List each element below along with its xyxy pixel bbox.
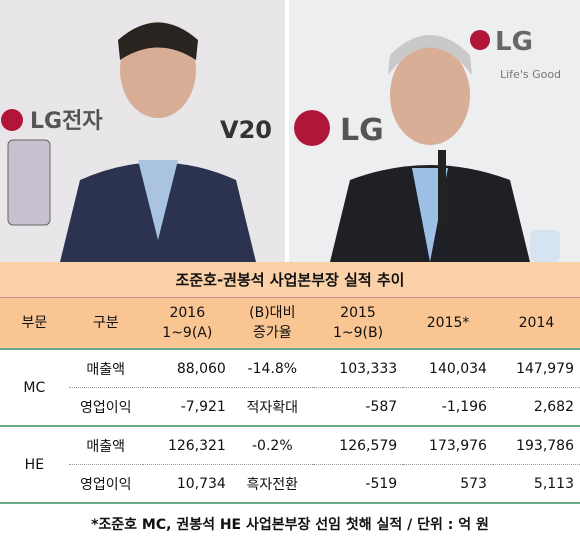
header-text: 2015: [340, 305, 376, 321]
title-row: 조준호-권봉석 사업본부장 실적 추이: [0, 262, 580, 298]
microphone: [438, 150, 446, 230]
cell: 147,979: [492, 349, 580, 388]
cell: 적자확대: [231, 387, 313, 427]
cell: -7,921: [142, 387, 232, 427]
header-cell: 2015*: [403, 297, 493, 350]
cell: -14.8%: [231, 349, 313, 388]
table-title: 조준호-권봉석 사업본부장 실적 추이: [0, 262, 580, 298]
cell: 88,060: [142, 349, 232, 388]
cell: 173,976: [403, 426, 493, 465]
right-logo: LG: [340, 113, 384, 148]
left-hair: [118, 22, 198, 60]
row-label: 영업이익: [68, 387, 143, 427]
cell: -0.2%: [231, 426, 313, 465]
header-cell: 2014: [492, 297, 580, 350]
data-row: MC 매출액 88,060 -14.8% 103,333 140,034 147,979: [0, 349, 580, 427]
header-cell: 2015 1~9(B): [312, 297, 404, 350]
right-slogan: Life's Good: [500, 68, 561, 81]
cell: -519: [312, 464, 404, 504]
cell: 103,333: [312, 349, 404, 388]
lg-logo-mark: [1, 109, 23, 131]
cell: 흑자전환: [231, 464, 313, 504]
division: HE: [0, 426, 69, 504]
cell: -587: [312, 387, 404, 427]
row-label: 매출액: [68, 349, 143, 388]
data-row: 영업이익 -7,921 적자확대 -587 -1,196 2,682: [0, 387, 580, 427]
header-text: 2015*: [426, 315, 470, 331]
header-cell: 2016 1~9(A): [142, 297, 232, 350]
header-text: 2014: [518, 315, 555, 331]
header-text: 1~9(A): [162, 325, 213, 341]
bottle: [530, 230, 560, 262]
header-text: 1~9(B): [332, 325, 384, 341]
cell: 573: [403, 464, 493, 504]
lg-logo-mark: [294, 110, 330, 146]
data-row: 영업이익 10,734 흑자전환 -519 573 5,113: [0, 464, 580, 504]
header-cell: 구분: [68, 297, 143, 350]
cell: 193,786: [492, 426, 580, 465]
cell: -1,196: [403, 387, 493, 427]
header-text: 구분: [92, 315, 119, 331]
header-text: (B)대비: [249, 305, 296, 321]
footnote: *조준호 MC, 권봉석 HE 사업본부장 선임 첫해 실적 / 단위 : 억 …: [91, 517, 489, 533]
data-row: HE 매출액 126,321 -0.2% 126,579 173,976 193,786: [0, 426, 580, 504]
phone: [7, 139, 51, 226]
cell: 10,734: [142, 464, 232, 504]
lg-logo-mark: [470, 30, 490, 50]
division: MC: [0, 349, 69, 427]
left-model: V20: [220, 116, 272, 144]
left-logo: LG전자: [30, 109, 103, 134]
cell: 2,682: [492, 387, 580, 427]
row-label: 영업이익: [68, 464, 143, 504]
header-text: 2016: [169, 305, 206, 321]
right-hair: [388, 35, 472, 75]
cell: 140,034: [403, 349, 493, 388]
right-face: [390, 45, 470, 145]
cell: 126,579: [312, 426, 404, 465]
footnote-row: *조준호 MC, 권봉석 HE 사업본부장 선임 첫해 실적 / 단위 : 억 …: [0, 503, 580, 544]
photos: LG전자 V20 LG LG Life's Good: [0, 0, 580, 262]
right-logo-2: LG: [495, 27, 533, 57]
header-text: 증가율: [252, 325, 292, 341]
left-shirt: [138, 160, 178, 240]
header-text: 부문: [21, 315, 48, 331]
header-cell: 부문: [0, 297, 69, 350]
cell: 5,113: [492, 464, 580, 504]
cell: 126,321: [142, 426, 232, 465]
row-label: 매출액: [68, 426, 143, 465]
